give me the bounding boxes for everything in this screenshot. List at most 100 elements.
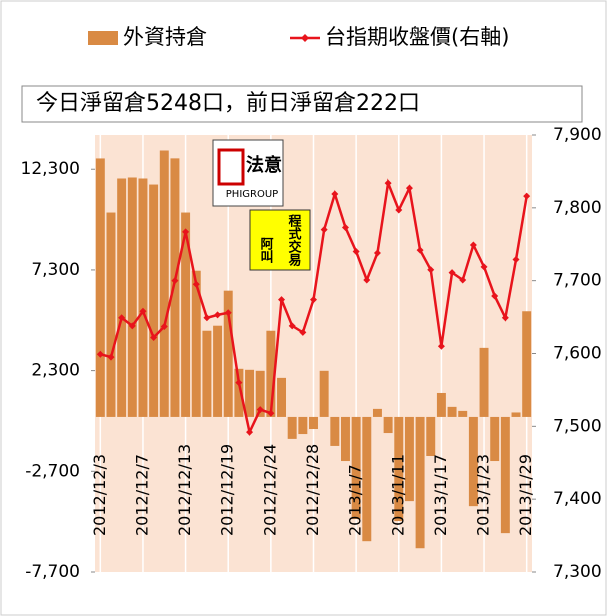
- bar: [298, 416, 308, 435]
- line-marker: [288, 322, 296, 330]
- line-marker: [469, 241, 477, 249]
- line-marker: [192, 280, 200, 288]
- line-marker: [437, 342, 445, 350]
- title-box: [21, 85, 583, 123]
- line-marker: [512, 256, 520, 264]
- line-marker: [405, 184, 413, 192]
- line-marker: [299, 328, 307, 336]
- line-marker: [459, 276, 467, 284]
- line-marker: [448, 269, 456, 277]
- bar: [245, 369, 255, 417]
- bar: [106, 212, 116, 417]
- badge-box: [249, 209, 311, 271]
- bar: [234, 368, 244, 417]
- line-marker: [224, 309, 232, 317]
- bar: [500, 416, 510, 534]
- y2-tick-label: 7,600: [553, 344, 602, 364]
- x-tick-label: 2012/12/13: [175, 444, 194, 536]
- bar: [138, 178, 148, 417]
- y2-tick-label: 7,500: [553, 416, 602, 436]
- x-tick-label: 2013/1/11: [388, 454, 407, 536]
- bar: [255, 370, 265, 417]
- bar: [468, 416, 478, 507]
- line-marker: [501, 314, 509, 322]
- x-tick-label: 2012/12/24: [260, 444, 279, 536]
- line-marker: [139, 307, 147, 315]
- bar: [330, 416, 340, 446]
- line-marker: [480, 263, 488, 271]
- legend-label: 台指期收盤價(右軸): [325, 25, 509, 49]
- bar: [447, 406, 457, 417]
- line-marker: [96, 350, 104, 358]
- chart-title: 今日淨留倉5248口，前日淨留倉222口: [36, 91, 420, 116]
- x-tick-label: 2012/12/3: [90, 454, 109, 536]
- line-marker: [310, 296, 317, 304]
- bar: [426, 416, 436, 457]
- logo-subtext: PHIGROUP: [226, 189, 278, 200]
- y-tick-label: 12,300: [21, 159, 80, 179]
- line-marker: [384, 179, 392, 187]
- legend-label: 外資持倉: [123, 25, 207, 49]
- x-tick-label: 2013/1/17: [431, 454, 450, 536]
- bar: [404, 416, 414, 502]
- line-marker: [416, 246, 424, 254]
- x-tick-label: 2012/12/19: [218, 444, 237, 536]
- bar: [213, 325, 223, 417]
- x-tick-label: 2013/1/23: [474, 454, 493, 536]
- line-marker: [373, 249, 381, 257]
- y-tick-label: 2,300: [31, 361, 80, 381]
- y2-tick-label: 7,700: [553, 271, 602, 291]
- legend-swatch: [88, 31, 118, 45]
- bar: [319, 370, 329, 417]
- line-marker: [246, 428, 254, 436]
- bar: [266, 330, 276, 417]
- logo: 法意 PHIGROUP 阿叫 程式交易: [212, 139, 311, 271]
- bar: [277, 377, 287, 417]
- line-marker: [352, 248, 360, 256]
- line-marker: [395, 206, 403, 214]
- bar: [362, 416, 372, 542]
- y2-tick-label: 7,900: [553, 125, 602, 145]
- line-marker: [341, 223, 349, 231]
- bar: [117, 178, 127, 417]
- x-tick-label: 2013/1/29: [516, 454, 535, 536]
- bar: [287, 416, 297, 439]
- badge-text: 阿叫: [258, 237, 274, 264]
- bar: [383, 416, 393, 434]
- bar: [458, 410, 468, 417]
- bar: [149, 184, 159, 417]
- line-marker: [427, 266, 435, 274]
- line-marker: [256, 406, 264, 414]
- bar: [127, 177, 137, 417]
- bar: [309, 416, 318, 430]
- badge-text: 程式交易: [286, 214, 302, 267]
- bar: [340, 416, 350, 462]
- bar: [479, 347, 489, 417]
- line-marker: [160, 323, 168, 331]
- line-marker: [203, 314, 211, 322]
- bar: [351, 416, 361, 520]
- bar: [223, 290, 233, 417]
- bar: [95, 158, 105, 417]
- line-marker: [235, 379, 243, 387]
- y2-tick-label: 7,300: [553, 562, 602, 582]
- y-tick-label: 7,300: [31, 260, 80, 280]
- line-marker: [128, 322, 136, 330]
- x-tick-label: 2012/12/7: [132, 454, 151, 536]
- bar: [522, 311, 532, 417]
- bar: [436, 392, 446, 417]
- line-marker: [278, 296, 286, 304]
- logo-text: 法意: [246, 154, 282, 176]
- bar: [191, 270, 201, 417]
- line-marker: [267, 409, 275, 417]
- bar: [372, 408, 382, 417]
- bar: [159, 150, 169, 417]
- line-marker: [331, 190, 339, 198]
- y-tick-label: -7,700: [25, 562, 80, 582]
- line-marker: [118, 314, 126, 322]
- line-marker: [182, 228, 190, 236]
- line-marker: [363, 276, 371, 284]
- bar: [181, 212, 191, 417]
- bar: [415, 416, 425, 549]
